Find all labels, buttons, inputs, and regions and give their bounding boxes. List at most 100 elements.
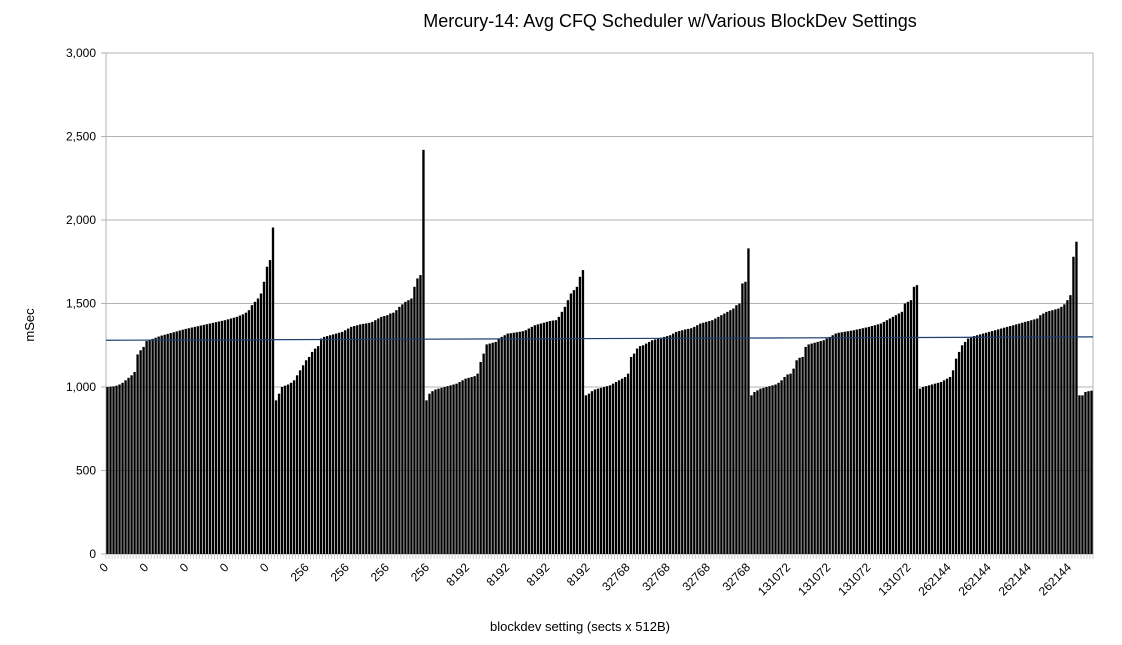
bar xyxy=(518,331,521,554)
bar xyxy=(554,320,558,554)
bar xyxy=(434,389,437,554)
bar xyxy=(765,387,768,554)
bar xyxy=(912,286,916,554)
bar xyxy=(524,330,527,554)
bar xyxy=(181,329,184,554)
bar xyxy=(690,328,693,554)
bar xyxy=(963,341,967,554)
bar xyxy=(166,333,169,554)
bar xyxy=(229,318,233,554)
bar xyxy=(843,331,846,554)
bar xyxy=(873,325,877,554)
bar xyxy=(840,332,843,554)
bar xyxy=(1042,313,1045,554)
bar xyxy=(193,326,196,554)
bar xyxy=(557,316,561,554)
bar xyxy=(232,317,236,554)
bar xyxy=(338,332,341,554)
bar xyxy=(527,328,530,554)
bar xyxy=(834,333,837,554)
bar xyxy=(458,381,461,554)
bar xyxy=(377,318,380,554)
bar xyxy=(512,332,515,554)
bar xyxy=(316,346,320,554)
bar xyxy=(313,348,317,554)
bar xyxy=(151,338,154,554)
bar xyxy=(563,306,567,554)
bar xyxy=(882,321,886,554)
bar xyxy=(160,335,163,554)
bar xyxy=(265,266,269,554)
bar xyxy=(440,387,443,554)
bar xyxy=(211,322,214,554)
bar xyxy=(238,315,242,554)
bar xyxy=(341,331,344,554)
x-tick-label: 0 xyxy=(257,560,272,575)
bar xyxy=(644,343,648,554)
bar xyxy=(196,326,199,554)
bar xyxy=(807,344,810,554)
bar xyxy=(148,339,151,554)
bar xyxy=(335,333,338,554)
x-tick-label: 262144 xyxy=(956,560,994,598)
bar xyxy=(696,325,699,554)
bar xyxy=(392,312,395,554)
bar xyxy=(849,330,852,554)
bar xyxy=(684,329,687,554)
x-tick-label: 256 xyxy=(408,560,432,584)
bar xyxy=(951,370,955,554)
bar xyxy=(350,326,353,554)
bar xyxy=(1006,326,1009,554)
bar xyxy=(575,286,579,554)
bar xyxy=(464,378,467,554)
bar xyxy=(217,321,221,554)
bar xyxy=(930,384,934,554)
bar xyxy=(190,327,193,554)
y-tick-label: 3,000 xyxy=(66,46,96,60)
bar xyxy=(948,376,952,554)
y-tick-label: 0 xyxy=(89,547,96,561)
bar xyxy=(503,335,506,554)
bar xyxy=(927,385,931,554)
bar xyxy=(491,342,494,554)
bar xyxy=(969,336,973,554)
bar xyxy=(599,387,603,554)
bar xyxy=(777,382,780,554)
bar xyxy=(461,380,464,554)
bar xyxy=(711,320,714,554)
bar xyxy=(620,378,624,554)
bar xyxy=(256,298,260,554)
bar xyxy=(178,330,181,554)
bar xyxy=(786,374,789,554)
bar xyxy=(286,384,290,554)
bar xyxy=(226,319,230,554)
bar xyxy=(422,149,425,555)
bar xyxy=(1033,319,1036,554)
bar xyxy=(858,328,861,554)
bar xyxy=(804,346,807,554)
bar xyxy=(386,315,389,554)
bar xyxy=(614,381,618,554)
bar xyxy=(626,373,630,554)
bar xyxy=(214,322,218,554)
bar xyxy=(933,383,937,554)
x-tick-label: 262144 xyxy=(996,560,1034,598)
bar xyxy=(304,360,308,554)
bar xyxy=(699,323,702,554)
bar xyxy=(359,324,362,554)
x-tick-label: 131072 xyxy=(875,560,913,598)
x-tick-label: 32768 xyxy=(639,560,673,594)
bar xyxy=(720,315,723,554)
y-tick-label: 500 xyxy=(76,464,96,478)
bar xyxy=(602,387,606,554)
bar xyxy=(169,333,172,554)
bar xyxy=(401,304,404,554)
bar xyxy=(443,387,446,554)
bar xyxy=(368,322,371,554)
bar xyxy=(374,320,377,554)
bar xyxy=(906,301,910,554)
bar xyxy=(1021,322,1024,554)
bar xyxy=(139,350,142,554)
bar xyxy=(1066,300,1069,554)
bar xyxy=(657,338,660,554)
